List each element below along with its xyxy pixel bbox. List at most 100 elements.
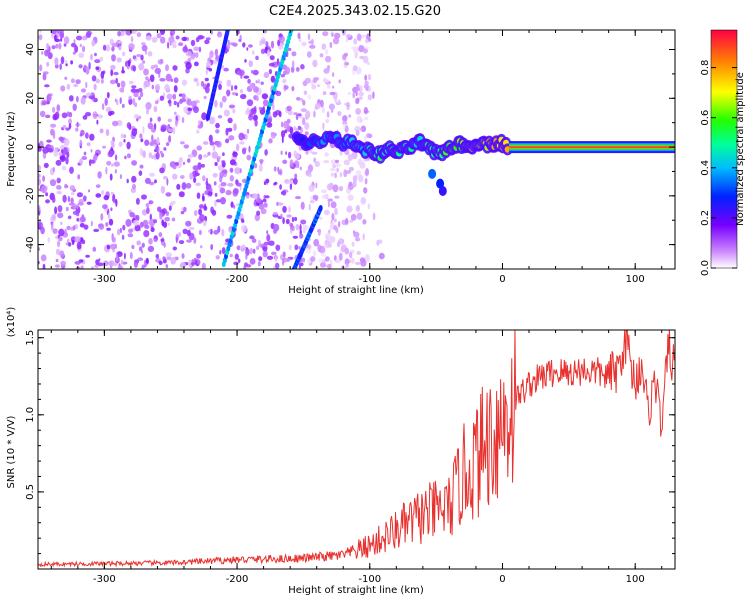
heatmap-speckle	[280, 150, 283, 156]
heatmap-speckle	[131, 128, 138, 137]
heatmap-speckle	[252, 69, 259, 76]
heatmap-speckle	[173, 77, 179, 84]
heatmap-speckle	[79, 223, 85, 228]
heatmap-speckle	[203, 154, 209, 158]
heatmap-speckle	[265, 178, 270, 184]
heatmap-speckle	[165, 264, 169, 269]
heatmap-speckle	[252, 248, 256, 254]
heatmap-speckle	[362, 48, 368, 54]
heatmap-speckle	[81, 35, 88, 41]
heatmap-speckle	[145, 102, 152, 110]
heatmap-speckle	[52, 228, 58, 235]
heatmap-speckle	[236, 182, 242, 187]
heatmap-side-blob	[438, 186, 447, 196]
heatmap-speckle	[364, 134, 367, 143]
heatmap-speckle	[247, 78, 251, 84]
heatmap-speckle	[120, 80, 126, 88]
heatmap-speckle	[257, 261, 261, 267]
heatmap-speckle	[109, 173, 113, 181]
heatmap-speckle	[74, 261, 81, 265]
heatmap-speckle	[185, 220, 192, 227]
heatmap-speckle	[317, 244, 322, 253]
heatmap-speckle	[219, 171, 224, 179]
snr-background	[38, 330, 675, 569]
heatmap-speckle	[248, 44, 253, 48]
heatmap-speckle	[148, 238, 153, 245]
colorbar-tick-label: 0.2	[700, 210, 711, 226]
heatmap-speckle	[42, 72, 47, 81]
heatmap-speckle	[185, 61, 192, 70]
heatmap-speckle	[245, 109, 250, 115]
heatmap-speckle	[309, 44, 316, 49]
heatmap-speckle	[197, 259, 201, 265]
heatmap-speckle	[62, 124, 67, 129]
heatmap-speckle	[332, 85, 335, 89]
heatmap-speckle	[137, 257, 144, 262]
heatmap-speckle	[207, 151, 211, 156]
heatmap-speckle	[54, 111, 60, 120]
heatmap-speckle	[95, 66, 100, 70]
heatmap-speckle	[291, 60, 295, 68]
heatmap-speckle	[140, 138, 144, 143]
heatmap-speckle	[105, 129, 110, 136]
heatmap-speckle	[271, 251, 277, 256]
snr-plot: -300 -200 -100 0 100 0.5 1.0 1.5 Height of stra…	[6, 307, 676, 596]
heatmap-speckle	[238, 132, 245, 141]
heatmap-speckle	[311, 151, 318, 155]
heatmap-speckle	[233, 204, 236, 209]
heatmap-speckle	[280, 121, 284, 128]
heatmap-speckle	[154, 100, 159, 105]
heatmap-speckle	[70, 60, 73, 65]
spectrogram-xtick-label: -100	[358, 274, 381, 285]
heatmap-speckle	[216, 31, 223, 38]
heatmap-speckle	[263, 202, 268, 208]
spectrogram-xtick-label: 0	[499, 274, 505, 285]
heatmap-speckle	[278, 35, 285, 43]
snr-frame	[37, 329, 676, 570]
heatmap-speckle	[119, 87, 125, 93]
heatmap-speckle	[165, 73, 172, 82]
heatmap-speckle	[245, 194, 250, 199]
heatmap-speckle	[296, 163, 300, 169]
heatmap-speckle	[338, 253, 343, 261]
heatmap-speckle	[76, 35, 83, 41]
heatmap-speckle	[111, 163, 114, 167]
heatmap-speckle	[214, 162, 218, 166]
heatmap-speckle	[153, 123, 157, 130]
heatmap-speckle	[242, 42, 246, 48]
heatmap-speckle	[341, 219, 346, 225]
heatmap-speckle	[41, 101, 47, 106]
heatmap-speckle	[139, 148, 144, 157]
heatmap-speckle	[357, 158, 363, 166]
heatmap-speckle	[229, 167, 234, 173]
heatmap-speckle	[155, 253, 160, 259]
heatmap-speckle	[351, 46, 358, 51]
heatmap-speckle	[336, 167, 339, 173]
heatmap-speckle	[239, 141, 245, 145]
heatmap-speckle	[254, 119, 258, 127]
heatmap-speckle	[160, 36, 166, 44]
heatmap-speckle	[325, 118, 330, 124]
spectrogram-ytick-label: 20	[25, 92, 36, 105]
heatmap-speckle	[204, 190, 209, 196]
heatmap-speckle	[143, 230, 150, 238]
heatmap-speckle	[204, 39, 210, 45]
heatmap-speckle	[356, 33, 362, 41]
heatmap-speckle	[364, 80, 369, 86]
heatmap-speckle	[327, 198, 333, 202]
heatmap-speckle	[173, 85, 178, 93]
heatmap-speckle	[289, 159, 294, 168]
heatmap-speckle	[119, 97, 122, 104]
heatmap-speckle	[241, 148, 247, 155]
heatmap-speckle	[365, 254, 370, 262]
heatmap-speckle	[52, 131, 56, 140]
heatmap-speckle	[54, 206, 58, 215]
heatmap-speckle	[203, 95, 207, 100]
heatmap-speckle	[83, 64, 87, 69]
heatmap-speckle	[211, 209, 217, 216]
heatmap-speckle	[301, 257, 306, 263]
heatmap-speckle	[196, 253, 202, 259]
heatmap-speckle	[83, 151, 87, 156]
heatmap-speckle	[234, 253, 239, 260]
heatmap-speckle	[105, 166, 108, 175]
